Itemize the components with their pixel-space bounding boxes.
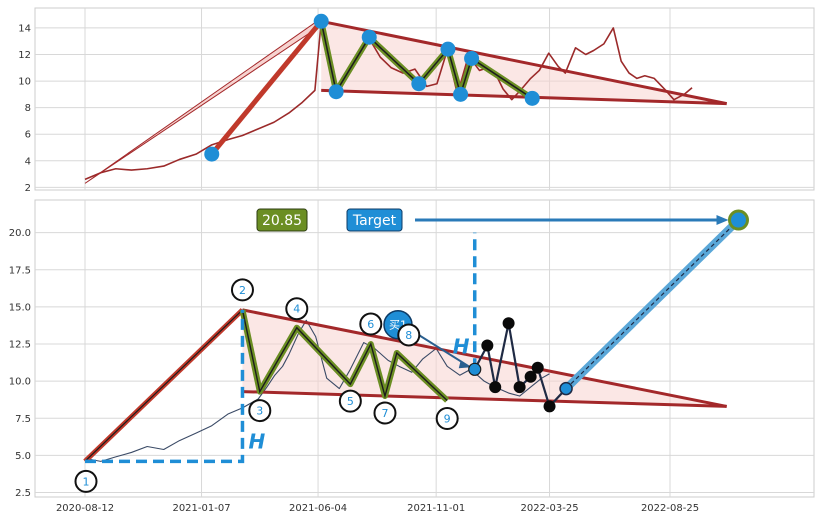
wave-point-marker (285, 297, 309, 321)
projected-point (524, 370, 537, 383)
wave-point-label: 2 (239, 284, 246, 297)
breakout-point (468, 362, 482, 376)
buy-arrow-line (411, 329, 470, 368)
wave-point-label: 7 (381, 407, 388, 420)
x-tick-label: 2022-03-25 (520, 503, 578, 514)
y-tick-label: 10 (18, 77, 31, 88)
pivot-point (453, 86, 469, 102)
panel-top: 2 4 6 8 10 12 14 (18, 7, 815, 194)
wave-point-label: 5 (347, 395, 354, 408)
pivot-point (411, 76, 427, 92)
wave-point-label: 1 (83, 475, 90, 488)
buy-arrow-head (458, 360, 471, 369)
x-tick-label: 2021-06-04 (289, 503, 347, 514)
projected-point (489, 381, 502, 394)
target-projection-core (565, 219, 739, 390)
projected-point (531, 361, 544, 374)
projected-point (559, 381, 573, 396)
impulse-leg-core (84, 309, 243, 462)
wave-point-label: 4 (293, 303, 300, 316)
wave-point-label: 3 (256, 405, 263, 418)
wave-point-label: 6 (367, 318, 374, 331)
pivot-point (204, 146, 220, 162)
lower-trendline (321, 88, 727, 106)
y-tick-label: 12.5 (9, 340, 31, 351)
wave-point-marker (435, 406, 459, 430)
y-tick-label: 2.5 (15, 488, 31, 499)
y-tick-label: 5.0 (15, 451, 31, 462)
upper-trendline (242, 308, 727, 408)
wave-point-label: 9 (444, 412, 451, 425)
wave-point-marker (373, 401, 397, 425)
y-tick-label: 6 (25, 130, 31, 141)
target-arrow-head (716, 215, 729, 226)
impulse-leg (209, 19, 324, 156)
projected-point (502, 317, 515, 330)
pivot-point (524, 90, 540, 106)
wave-point-marker (397, 323, 421, 347)
projected-point (543, 400, 556, 413)
price-series-line (84, 319, 550, 462)
y-tick-label: 15.0 (9, 302, 31, 313)
wave-point-marker (74, 469, 98, 493)
zigzag-wave-core (241, 309, 448, 401)
pivot-point (328, 84, 344, 100)
projected-point (481, 339, 494, 352)
y-tick-label: 10.0 (9, 377, 31, 388)
pivot-point (361, 29, 377, 45)
x-tick-label: 2021-01-07 (172, 503, 230, 514)
price-box-value: 20.85 (262, 213, 302, 229)
panel-bottom: 2.5 5.0 7.5 10.0 12.5 15.0 17.5 20.0 H H 20.85 Targ… (9, 199, 815, 514)
target-box (346, 208, 403, 232)
pivot-point (313, 13, 329, 29)
pivot-point (464, 50, 480, 66)
y-tick-label: 14 (18, 23, 31, 34)
price-box (256, 208, 308, 232)
target-box-label: Target (352, 213, 397, 229)
y-tick-label: 8 (25, 103, 31, 114)
lower-trendline (242, 390, 727, 408)
x-tick-label: 2022-08-25 (641, 503, 699, 514)
y-tick-label: 4 (25, 156, 31, 167)
wave-point-marker (230, 278, 254, 302)
upper-trendline (320, 19, 727, 106)
x-tick-label: 2021-11-01 (407, 503, 465, 514)
target-point (727, 209, 749, 231)
y-tick-label: 7.5 (15, 414, 31, 425)
wave-point-marker (248, 399, 272, 423)
height-measure-left (85, 309, 245, 464)
price-series-line (84, 20, 693, 181)
y-tick-label: 20.0 (9, 228, 31, 239)
projected-point (513, 381, 526, 394)
height-label-left: H (248, 429, 265, 453)
pivot-point (440, 41, 456, 57)
wave-point-marker (359, 312, 383, 336)
height-label-right: H (453, 334, 470, 358)
wave-point-label: 8 (405, 329, 412, 342)
y-tick-label: 12 (18, 50, 31, 61)
y-tick-label: 17.5 (9, 265, 31, 276)
x-tick-label: 2020-08-12 (56, 503, 114, 514)
y-tick-label: 2 (25, 183, 31, 194)
wave-point-marker (338, 389, 362, 413)
